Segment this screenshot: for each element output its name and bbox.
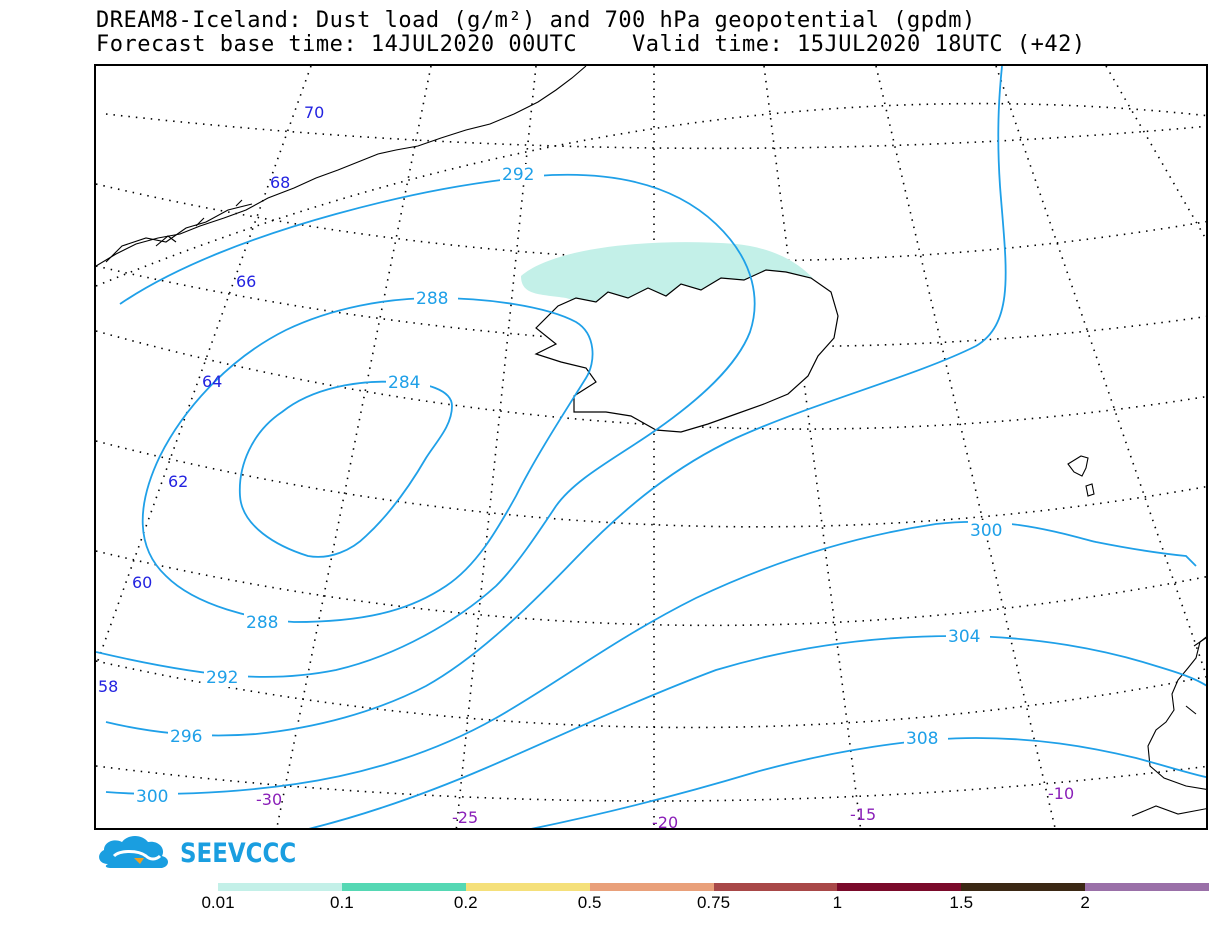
colorbar-label: 0.2 [453, 893, 478, 912]
dust-load-colorbar [218, 883, 1209, 891]
map-panel: 292 288 284 288 292 296 300 300 304 308 … [94, 64, 1208, 830]
colorbar-segment [961, 883, 1086, 891]
colorbar-segment [1085, 883, 1209, 891]
greenland-coastline [96, 66, 587, 267]
contour-300 [105, 521, 1197, 795]
colorbar-label: 0.5 [577, 893, 602, 912]
latitude-label: 58 [98, 677, 118, 696]
contour-284 [238, 380, 453, 558]
contour-288 [141, 297, 594, 623]
colorbar-label: 0.01 [201, 893, 235, 912]
colorbar-label: 1.5 [949, 893, 974, 912]
contour-292 [96, 173, 756, 678]
forecast-time-line: Forecast base time: 14JUL2020 00UTC Vali… [96, 32, 1086, 57]
colorbar-label: 0.1 [330, 893, 354, 912]
contour-label: 296 [170, 727, 202, 747]
longitude-graticule [96, 66, 1206, 828]
contour-label: 292 [502, 165, 534, 185]
longitude-label: -10 [1048, 784, 1074, 803]
latitude-labels: 70 68 66 64 62 60 58 [98, 103, 324, 696]
contour-label: 304 [948, 627, 980, 647]
contour-296 [105, 66, 1007, 737]
british-isles-coastline [1131, 636, 1206, 817]
colorbar-label: 0.75 [696, 893, 731, 912]
colorbar-segment [218, 883, 342, 891]
latitude-label: 66 [236, 272, 256, 291]
contour-label: 288 [416, 289, 448, 309]
map-title: DREAM8-Iceland: Dust load (g/m²) and 700… [96, 8, 976, 33]
longitude-label: -20 [652, 813, 678, 830]
colorbar-segment [465, 883, 590, 891]
colorbar-segment [713, 883, 838, 891]
contour-label: 288 [246, 613, 278, 633]
latitude-label: 60 [132, 573, 152, 592]
cloud-icon [99, 836, 168, 868]
longitude-label: -30 [256, 790, 282, 809]
longitude-label: -25 [452, 808, 478, 827]
contour-label: 308 [906, 729, 938, 749]
contour-label: 284 [388, 373, 420, 393]
contour-label: 300 [970, 521, 1002, 541]
logo-text: SEEVCCC [180, 838, 297, 869]
contour-label-group: 292 288 284 288 292 296 300 300 304 308 [134, 164, 1012, 807]
map-canvas: 292 288 284 288 292 296 300 300 304 308 … [96, 66, 1206, 830]
longitude-labels: -30 -25 -20 -15 -10 [256, 784, 1074, 830]
colorbar-label: 2 [1080, 893, 1090, 912]
iceland-coastline [534, 269, 839, 433]
latitude-label: 68 [270, 173, 290, 192]
faroe-islands [1067, 455, 1095, 497]
latitude-label: 62 [168, 472, 188, 491]
colorbar-segment [341, 883, 466, 891]
colorbar-label: 1 [832, 893, 843, 912]
latitude-label: 64 [202, 372, 222, 391]
contour-label: 300 [136, 787, 168, 807]
colorbar-segment [589, 883, 714, 891]
contour-304 [308, 635, 1206, 828]
contour-label: 292 [206, 668, 238, 688]
longitude-label: -15 [850, 805, 876, 824]
seevccc-logo [99, 836, 168, 868]
colorbar-segment [837, 883, 962, 891]
geopotential-contours [96, 66, 1206, 828]
latitude-label: 70 [304, 103, 324, 122]
